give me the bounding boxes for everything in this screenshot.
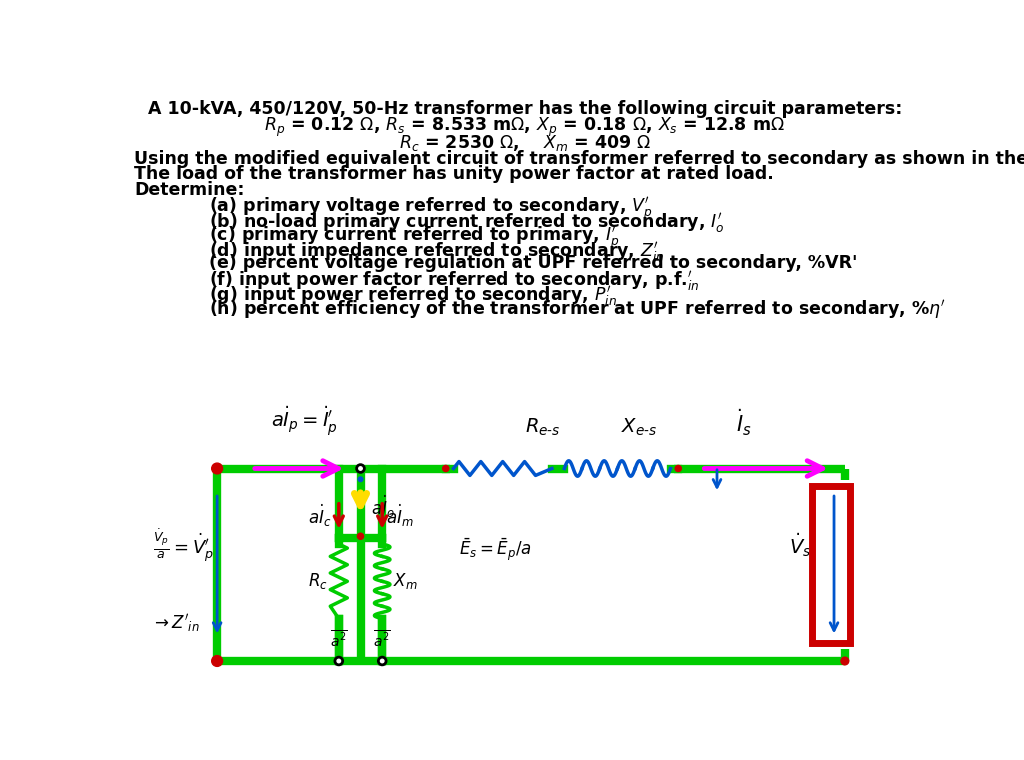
Text: Determine:: Determine: — [134, 181, 245, 198]
Circle shape — [212, 463, 222, 474]
Text: $R_c$: $R_c$ — [308, 572, 328, 591]
Text: $R_c$ = 2530 $\Omega$,    $X_m$ = 409 $\Omega$: $R_c$ = 2530 $\Omega$, $X_m$ = 409 $\Ome… — [398, 133, 651, 153]
Text: (h) percent efficiency of the transformer at UPF referred to secondary, %$\eta'$: (h) percent efficiency of the transforme… — [209, 299, 946, 321]
Text: (a) primary voltage referred to secondary, $V_p'$: (a) primary voltage referred to secondar… — [209, 196, 653, 223]
Circle shape — [357, 534, 364, 540]
Text: (g) input power referred to secondary, $P_{in}'$: (g) input power referred to secondary, $… — [209, 283, 617, 308]
Text: $R_p$ = 0.12 $\Omega$, $R_s$ = 8.533 m$\Omega$, $X_p$ = 0.18 $\Omega$, $X_s$ = 1: $R_p$ = 0.12 $\Omega$, $R_s$ = 8.533 m$\… — [264, 116, 785, 139]
Text: $\bar{E}_s = \bar{E}_p/a$: $\bar{E}_s = \bar{E}_p/a$ — [459, 536, 531, 562]
Circle shape — [378, 657, 386, 665]
Circle shape — [212, 656, 222, 667]
Text: $a\dot{I}_m$: $a\dot{I}_m$ — [386, 503, 414, 529]
Text: (c) primary current referred to primary, $I_p'$: (c) primary current referred to primary,… — [209, 225, 620, 252]
Text: (f) input power factor referred to secondary, p.f.$_{in}'$: (f) input power factor referred to secon… — [209, 269, 700, 293]
Circle shape — [358, 477, 362, 482]
Text: (b) no-load primary current referred to secondary, $I_o'$: (b) no-load primary current referred to … — [209, 211, 725, 235]
Text: $\dot{V}_s$: $\dot{V}_s$ — [788, 531, 811, 559]
Text: $\overline{a^2}$: $\overline{a^2}$ — [374, 629, 391, 650]
Circle shape — [335, 657, 343, 665]
Text: $a\dot{I}_c$: $a\dot{I}_c$ — [307, 503, 331, 529]
Text: (d) input impedance referred to secondary, $Z_{in}'$: (d) input impedance referred to secondar… — [209, 240, 666, 264]
Text: $X_m$: $X_m$ — [393, 572, 418, 591]
Text: $X_{e\text{-}s}$: $X_{e\text{-}s}$ — [622, 416, 657, 438]
Text: A 10-kVA, 450/120V, 50-Hz transformer has the following circuit parameters:: A 10-kVA, 450/120V, 50-Hz transformer ha… — [147, 100, 902, 119]
Text: $a\dot{I}_o$: $a\dot{I}_o$ — [372, 494, 395, 520]
Text: $Z_L$: $Z_L$ — [819, 554, 842, 575]
Text: $\overline{a^2}$: $\overline{a^2}$ — [330, 629, 348, 650]
Circle shape — [675, 465, 681, 471]
Circle shape — [356, 464, 365, 473]
Circle shape — [335, 657, 343, 665]
Text: $R_{e\text{-}s}$: $R_{e\text{-}s}$ — [524, 416, 560, 438]
Text: $\frac{\dot{V}_p}{a} = \dot{V}_p'$: $\frac{\dot{V}_p}{a} = \dot{V}_p'$ — [154, 527, 214, 564]
Circle shape — [378, 657, 386, 665]
Text: (e) percent voltage regulation at UPF referred to secondary, %VR': (e) percent voltage regulation at UPF re… — [209, 255, 858, 272]
Bar — [812, 486, 850, 643]
Text: The load of the transformer has unity power factor at rated load.: The load of the transformer has unity po… — [134, 165, 774, 183]
Text: $\dot{I}_s$: $\dot{I}_s$ — [736, 407, 752, 438]
Text: Using the modified equivalent circuit of transformer referred to secondary as sh: Using the modified equivalent circuit of… — [134, 150, 1024, 168]
Text: $\rightarrow Z'_{in}$: $\rightarrow Z'_{in}$ — [152, 612, 200, 634]
Text: $a\dot{I}_p = \dot{I}_p'$: $a\dot{I}_p = \dot{I}_p'$ — [271, 404, 338, 438]
Circle shape — [442, 465, 449, 471]
Circle shape — [841, 657, 849, 665]
Circle shape — [356, 464, 365, 473]
